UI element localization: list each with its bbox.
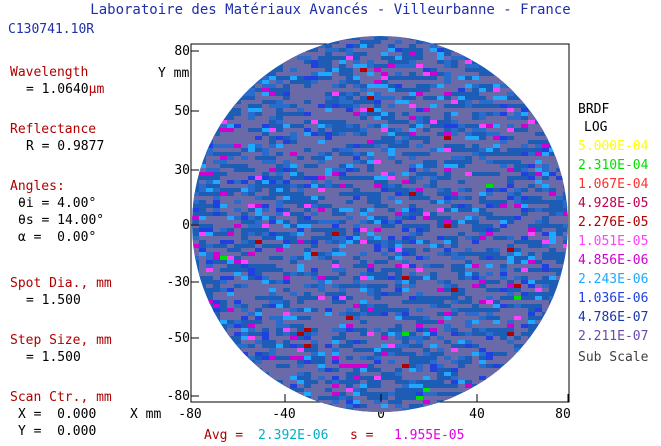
x-tick: -80 [178, 407, 202, 422]
alpha: α = 0.00° [18, 230, 97, 245]
y-tick: 80 [174, 44, 190, 59]
brdf-map [192, 36, 568, 412]
step-value: = 1.500 [26, 350, 81, 365]
legend-entry: 2.276E-05 [578, 215, 649, 230]
y-tick: 50 [174, 104, 190, 119]
theta-s: θs = 14.00° [18, 213, 105, 228]
s-value: 1.955E-05 [394, 428, 465, 443]
lab-title: Laboratoire des Matériaux Avancés - Vill… [90, 2, 571, 18]
file-id: C130741.10R [8, 22, 95, 37]
y-tick: -50 [166, 331, 190, 346]
spot-label: Spot Dia., mm [10, 276, 112, 291]
scan-label: Scan Ctr., mm [10, 390, 112, 405]
reflectance-label: Reflectance [10, 122, 97, 137]
avg-value: 2.392E-06 [258, 428, 329, 443]
step-label: Step Size, mm [10, 333, 112, 348]
legend-sub-scale: Sub Scale [578, 350, 649, 365]
spot-value: = 1.500 [26, 293, 81, 308]
x-axis-label: X mm [130, 407, 162, 422]
s-label: s = [350, 428, 374, 443]
legend-entry: 1.067E-04 [578, 177, 649, 192]
x-tick: 0 [377, 407, 385, 422]
legend-entry: 1.051E-05 [578, 234, 649, 249]
y-tick: 0 [182, 218, 190, 233]
legend-entry: 4.856E-06 [578, 253, 649, 268]
x-tick: 40 [469, 407, 485, 422]
y-tick: 30 [174, 163, 190, 178]
legend-scale: LOG [584, 120, 608, 135]
legend-entry: 2.211E-07 [578, 329, 649, 344]
y-tick: -30 [166, 275, 190, 290]
legend-entry: 2.243E-06 [578, 272, 649, 287]
wavelength-value: = 1.0640µm [26, 82, 105, 97]
reflectance-value: R = 0.9877 [26, 139, 105, 154]
legend-entry: 4.928E-05 [578, 196, 649, 211]
legend-entry: 4.786E-07 [578, 310, 649, 325]
wavelength-label: Wavelength [10, 65, 89, 80]
axis-ticks [190, 50, 569, 402]
x-tick: -40 [272, 407, 296, 422]
legend-title: BRDF [578, 102, 610, 117]
y-tick: -80 [166, 389, 190, 404]
legend-entry: 1.036E-06 [578, 291, 649, 306]
avg-label: Avg = [204, 428, 244, 443]
legend-entry: 2.310E-04 [578, 158, 649, 173]
legend-entry: 5.000E-04 [578, 139, 649, 154]
x-tick: 80 [555, 407, 571, 422]
y-axis-label: Y mm [158, 66, 190, 81]
angles-label: Angles: [10, 179, 65, 194]
theta-i: θi = 4.00° [18, 196, 97, 211]
scan-y: Y = 0.000 [18, 424, 97, 439]
scan-x: X = 0.000 [18, 407, 97, 422]
